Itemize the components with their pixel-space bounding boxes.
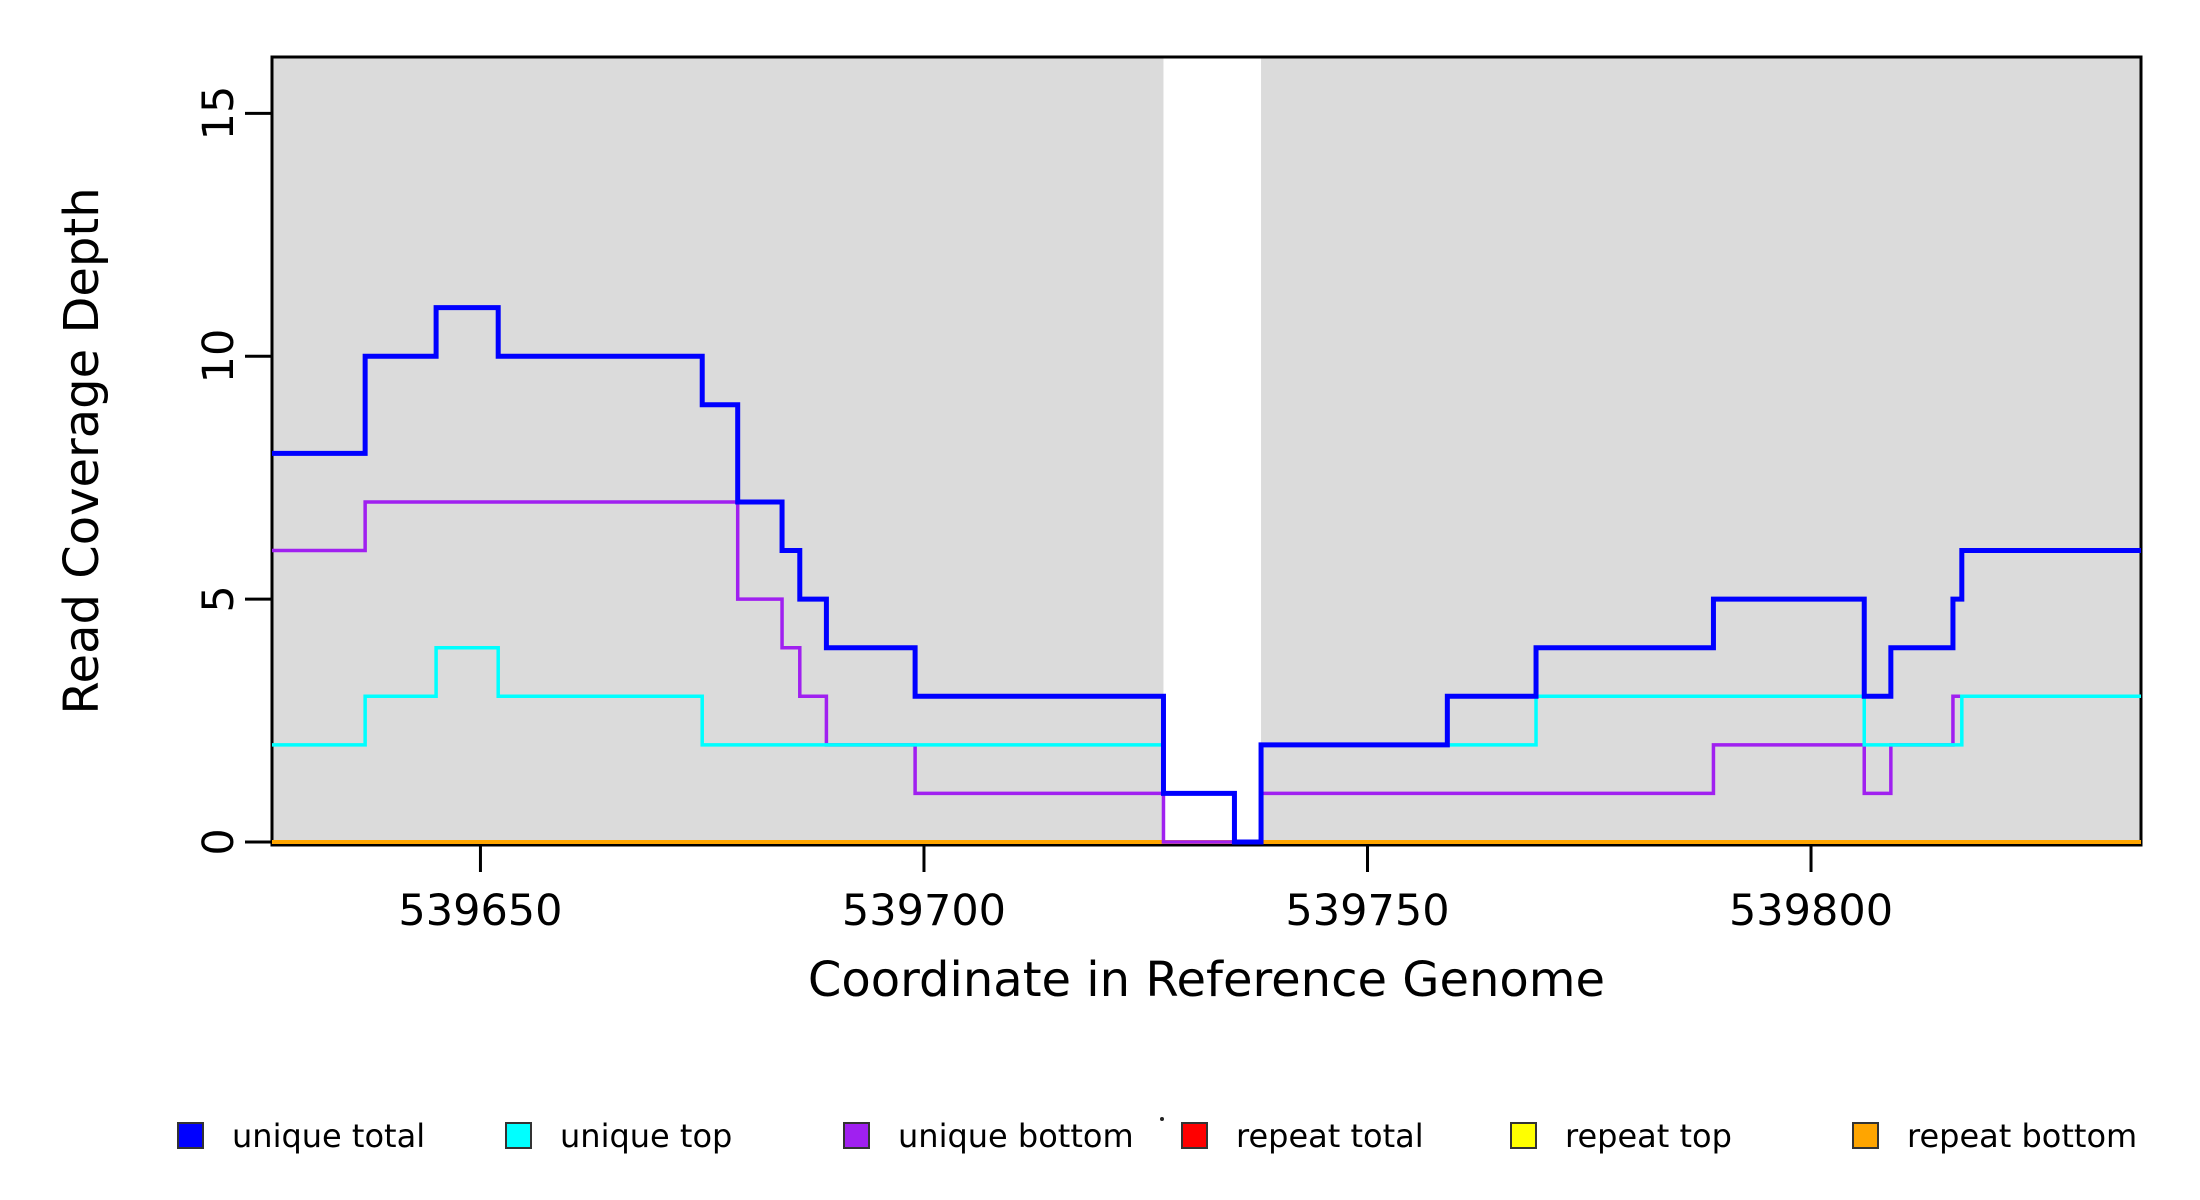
y-tick-label-10: 10: [194, 328, 244, 384]
legend-swatch-unique-bottom: [843, 1122, 870, 1149]
shaded-region-1: [1261, 57, 2141, 845]
legend-swatch-unique-total: [177, 1122, 204, 1149]
legend-label-repeat-total: repeat total: [1236, 1117, 1424, 1155]
legend-label-unique-total: unique total: [232, 1117, 426, 1155]
stray-dot: [1160, 1117, 1164, 1121]
y-tick-label-15: 15: [194, 85, 244, 141]
series-line-unique-bottom: [272, 500, 2141, 844]
x-tick-label-539750: 539750: [1285, 886, 1450, 936]
legend-swatch-repeat-bottom: [1852, 1122, 1879, 1149]
x-tick-label-539800: 539800: [1728, 886, 1894, 936]
x-axis-title: Coordinate in Reference Genome: [807, 952, 1606, 1008]
legend-swatch-repeat-total: [1181, 1122, 1208, 1149]
legend-label-unique-bottom: unique bottom: [898, 1117, 1134, 1155]
legend-swatch-unique-top: [505, 1122, 532, 1149]
y-tick-label-5: 5: [194, 585, 244, 613]
x-tick-label-539650: 539650: [398, 886, 563, 936]
series-line-unique-total: [272, 305, 2141, 845]
legend-label-repeat-top: repeat top: [1565, 1117, 1732, 1155]
legend-label-unique-top: unique top: [560, 1117, 733, 1155]
y-tick-label-0: 0: [194, 828, 244, 856]
y-axis-title: Read Coverage Depth: [54, 187, 110, 715]
shaded-region-0: [272, 57, 1164, 845]
legend-swatch-repeat-top: [1510, 1122, 1537, 1149]
x-tick-label-539700: 539700: [841, 886, 1007, 936]
legend-label-repeat-bottom: repeat bottom: [1907, 1117, 2138, 1155]
